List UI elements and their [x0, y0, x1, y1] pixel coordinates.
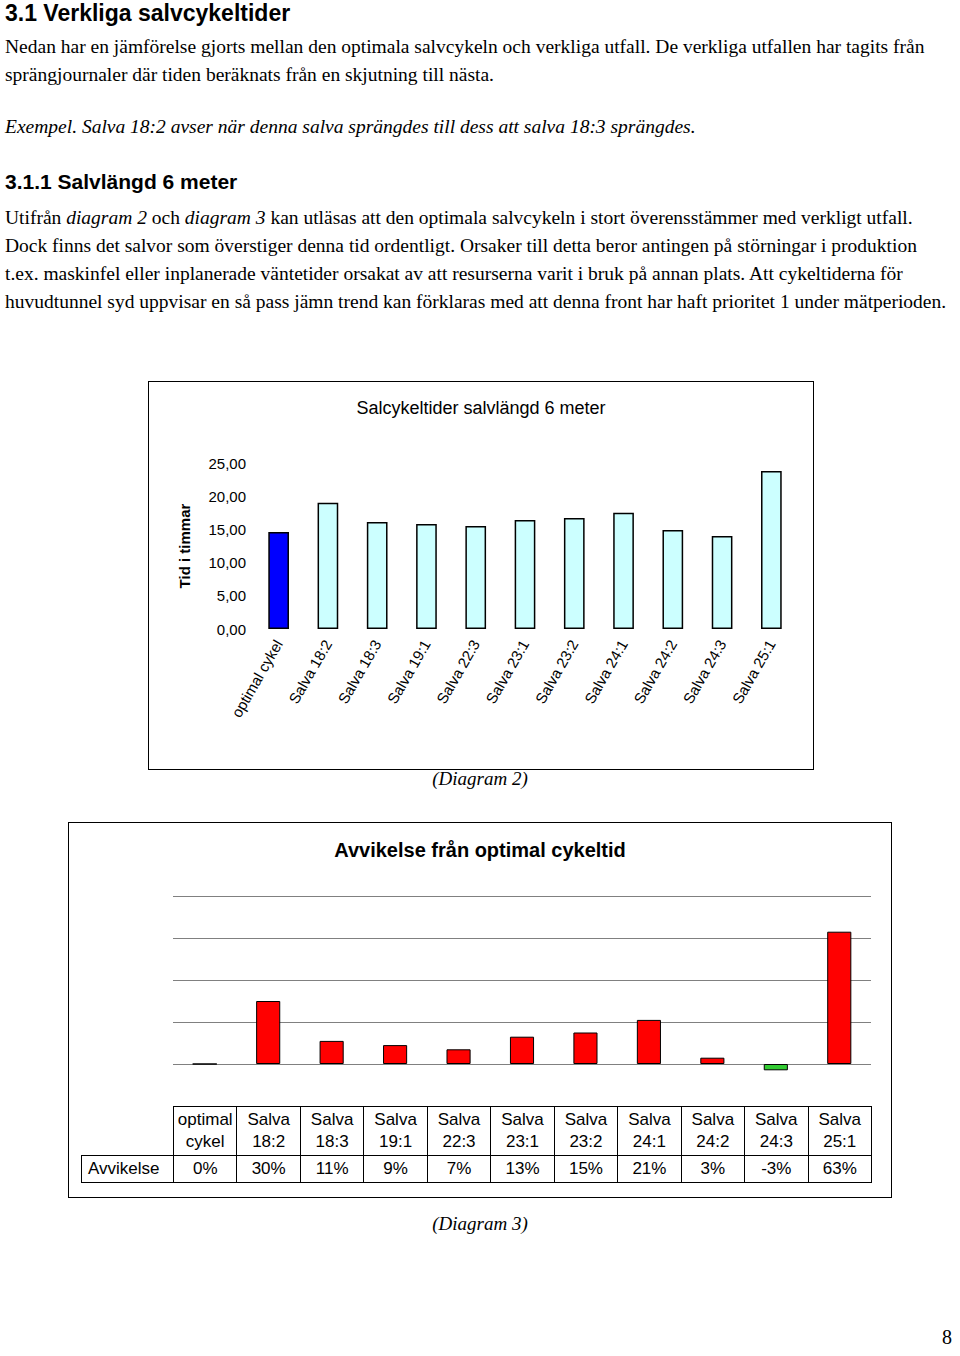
svg-text:optimal cykel: optimal cykel	[228, 637, 286, 721]
svg-text:Salva 24:1: Salva 24:1	[581, 637, 631, 707]
svg-text:Salva 23:2: Salva 23:2	[532, 637, 582, 707]
html-text:Nedan har en jämförelse gjorts: Nedan har en jämförelse gjorts mellan de…	[5, 36, 925, 85]
html-text:Salva 19:1: Salva 19:1	[374, 1110, 417, 1151]
html-text:Salva 22:3: Salva 22:3	[437, 1110, 481, 1151]
html-text:Salva 18:3: Salva 18:3	[310, 1110, 354, 1151]
svg-text:Salva 25:1: Salva 25:1	[729, 637, 779, 707]
html-text:Avvikelse: Avvikelse	[88, 1159, 160, 1178]
svg-text:Salcykeltider salvlängd 6 mete: Salcykeltider salvlängd 6 meter	[356, 398, 605, 418]
html-text:9%: 9%	[383, 1159, 408, 1178]
html-text:3.1.1 Salvlängd 6 meter: 3.1.1 Salvlängd 6 meter	[5, 170, 238, 193]
html-text:optimal cykel: optimal cykel	[177, 1110, 233, 1151]
html-text:8: 8	[942, 1326, 952, 1348]
svg-text:Salva 19:1: Salva 19:1	[384, 637, 434, 707]
html-text:Salva 18:2: Salva 18:2	[247, 1110, 290, 1151]
html-text:Salva 23:2: Salva 23:2	[564, 1110, 608, 1151]
svg-text:10,00: 10,00	[208, 554, 246, 571]
html-text:Salva 24:3: Salva 24:3	[755, 1110, 798, 1151]
svg-text:Salva 24:3: Salva 24:3	[679, 637, 729, 707]
svg-text:Salva 23:1: Salva 23:1	[482, 637, 532, 707]
svg-text:Avvikelse från optimal cykelti: Avvikelse från optimal cykeltid	[334, 839, 626, 861]
svg-text:Salva 18:3: Salva 18:3	[334, 637, 384, 707]
html-text:(Diagram 2): (Diagram 2)	[432, 768, 528, 789]
html-text:-3%: -3%	[761, 1159, 792, 1178]
html-text:Salva 24:2: Salva 24:2	[691, 1110, 735, 1151]
svg-text:Salva 24:2: Salva 24:2	[630, 637, 680, 707]
html-text:21%: 21%	[632, 1159, 667, 1178]
html-text:(Diagram 3): (Diagram 3)	[432, 1213, 528, 1234]
html-text:Salva 24:1: Salva 24:1	[628, 1110, 671, 1151]
svg-text:20,00: 20,00	[208, 488, 246, 505]
html-text:Salva 25:1: Salva 25:1	[818, 1110, 861, 1151]
html-text:13%: 13%	[505, 1159, 540, 1178]
svg-text:0,00: 0,00	[217, 621, 246, 638]
svg-text:Salva 22:3: Salva 22:3	[433, 637, 483, 707]
html-text:Salva 23:1: Salva 23:1	[501, 1110, 544, 1151]
html-text:11%: 11%	[315, 1159, 349, 1178]
svg-text:25,00: 25,00	[208, 455, 246, 472]
svg-text:Tid i timmar: Tid i timmar	[176, 503, 193, 588]
html-text:30%: 30%	[251, 1159, 286, 1178]
html-text:63%: 63%	[822, 1159, 857, 1178]
html-text:0%: 0%	[192, 1159, 218, 1178]
html-text:15%: 15%	[568, 1159, 603, 1178]
svg-text:Salva 18:2: Salva 18:2	[285, 637, 335, 707]
html-text:Exempel. Salva 18:2 avser när: Exempel. Salva 18:2 avser när denna salv…	[5, 116, 696, 137]
html-text:Utifrån diagram 2 och diagram: Utifrån diagram 2 och diagram 3 kan utlä…	[5, 207, 947, 312]
svg-text:15,00: 15,00	[208, 521, 246, 538]
html-text:3.1 Verkliga salvcykeltider: 3.1 Verkliga salvcykeltider	[5, 0, 291, 26]
html-text:7%: 7%	[446, 1159, 472, 1178]
svg-text:5,00: 5,00	[217, 587, 246, 604]
html-text:3%: 3%	[700, 1159, 726, 1178]
